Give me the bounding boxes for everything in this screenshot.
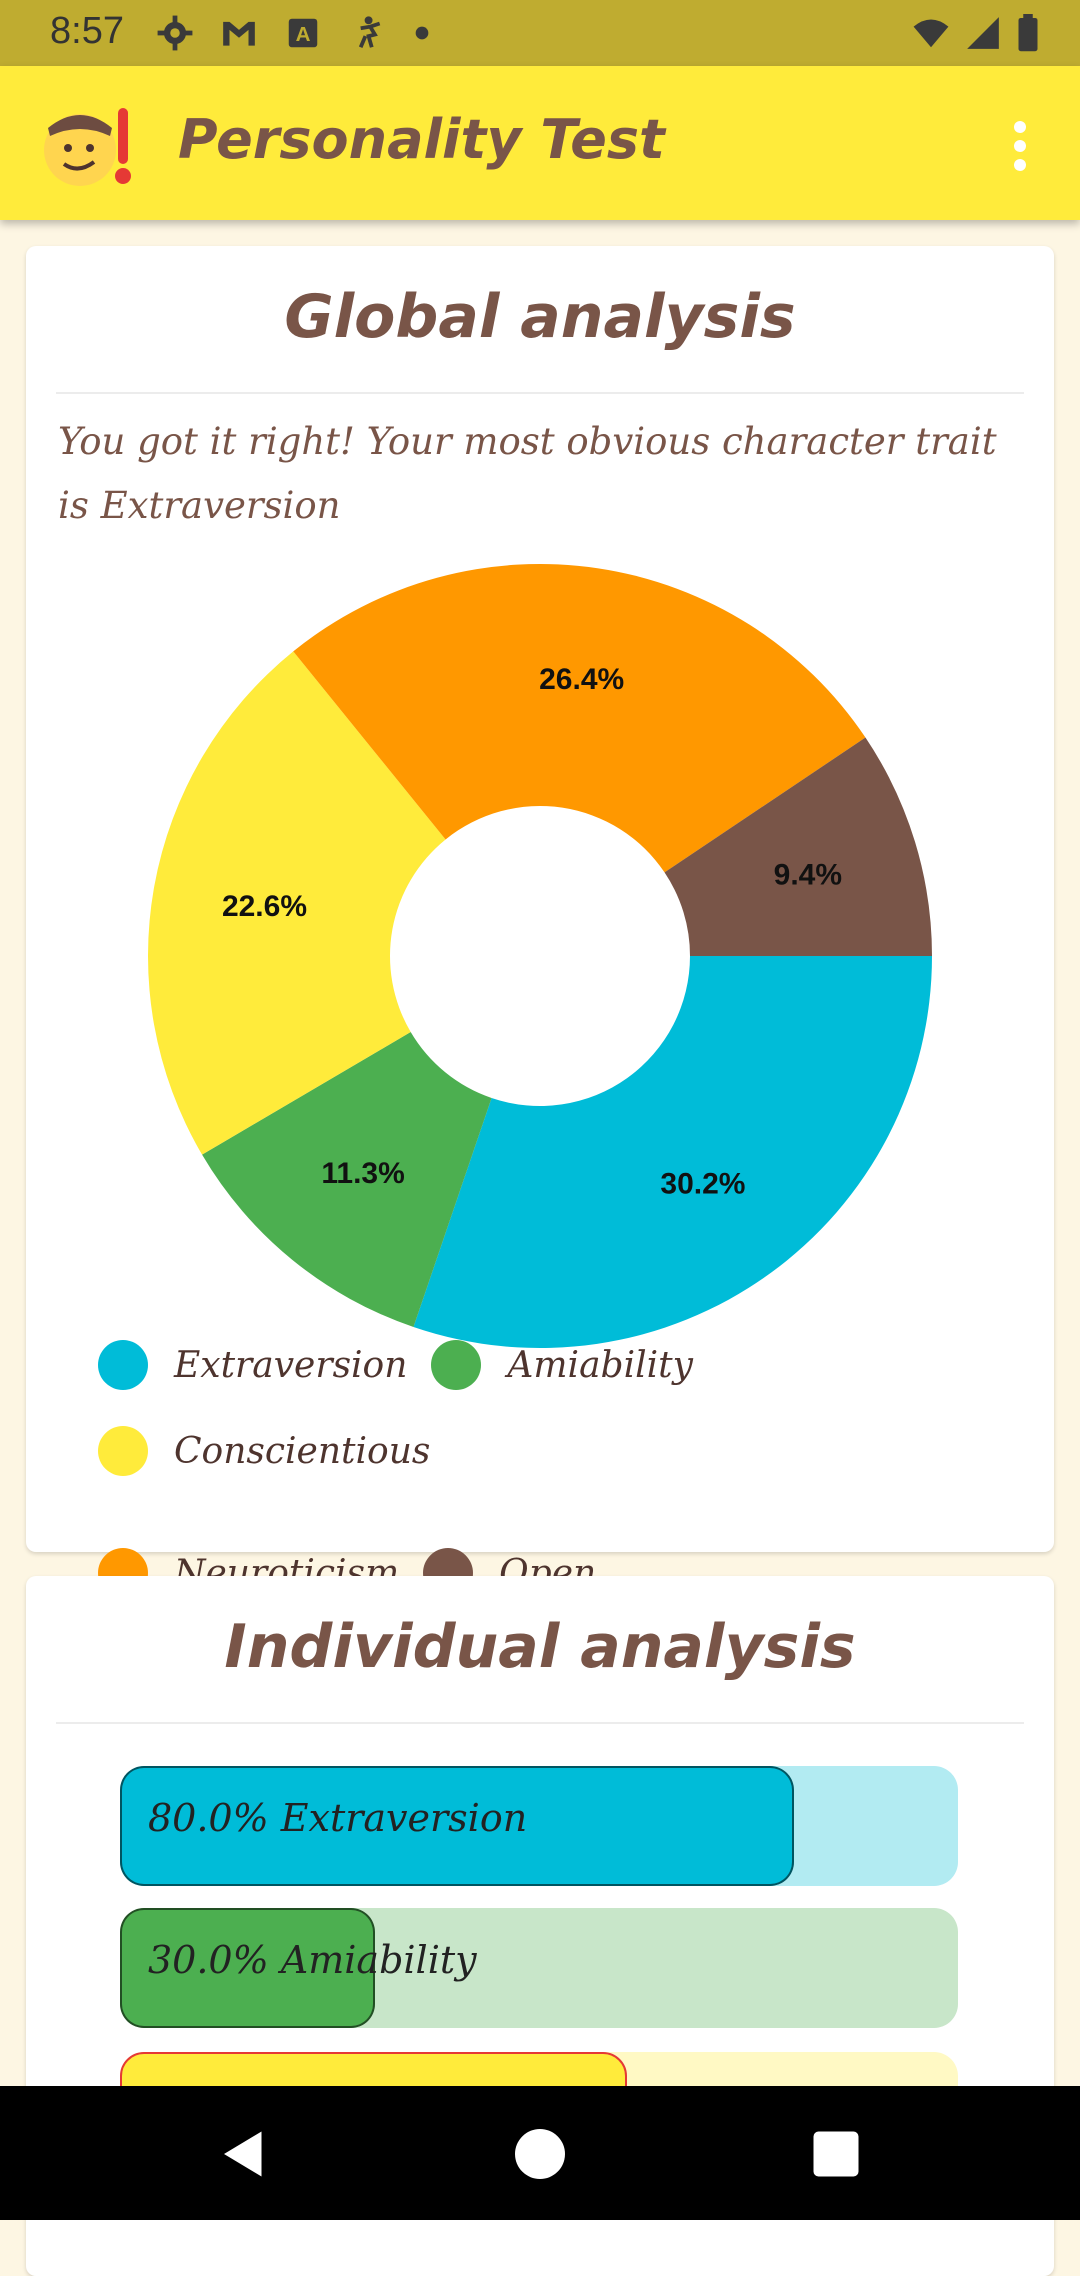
- legend-item-amiability: Amiability: [431, 1340, 693, 1390]
- status-time: 8:57: [50, 10, 124, 52]
- legend-item-extraversion: Extraversion: [98, 1340, 407, 1390]
- legend-item-conscientious: Conscientious: [98, 1426, 430, 1476]
- divider: [56, 392, 1024, 394]
- slice-neuroticism: [293, 564, 866, 873]
- battery-icon: [1018, 14, 1038, 52]
- trait-bar-track: 80.0% Extraversion: [120, 1766, 958, 1886]
- more-vert-dot: [1014, 140, 1026, 152]
- individual-analysis-title: Individual analysis: [224, 1612, 856, 1682]
- trait-bar-label: 30.0% Amiability: [148, 1938, 477, 1982]
- more-vert-icon: [1014, 121, 1026, 133]
- legend-swatch: [431, 1340, 482, 1390]
- slice-label-amiability: 11.3%: [321, 1157, 404, 1190]
- navigation-bar: [0, 2086, 1080, 2220]
- slice-label-extraversion: 30.2%: [660, 1168, 745, 1201]
- slice-label-conscientious: 22.6%: [222, 890, 307, 923]
- chart-legend: Extraversion Amiability Conscientious Neuro…: [98, 1340, 1038, 1598]
- app-bar: Personality Test: [0, 66, 1080, 220]
- home-icon[interactable]: [510, 2124, 570, 2184]
- legend-label: Extraversion: [174, 1344, 408, 1386]
- dot-icon: [415, 26, 429, 40]
- status-bar: 8:57 A: [0, 0, 1080, 66]
- svg-text:A: A: [296, 23, 311, 46]
- recents-icon[interactable]: [806, 2124, 866, 2184]
- trait-bar-fill: [120, 1908, 376, 2028]
- slice-extraversion: [413, 956, 933, 1348]
- legend-swatch: [98, 1426, 148, 1476]
- more-vert-dot: [1014, 159, 1026, 171]
- app-title: Personality Test: [178, 108, 665, 171]
- app-logo-icon: [44, 108, 131, 186]
- gear-icon: [157, 15, 193, 51]
- trait-bar-label: 80.0% Extraversion: [148, 1796, 528, 1840]
- trait-bar-fill: [120, 1766, 795, 1886]
- legend-label: Amiability: [507, 1344, 693, 1386]
- font-icon: A: [288, 18, 318, 48]
- slice-conscientious: [147, 651, 446, 1155]
- signal-icon: [967, 17, 999, 49]
- donut-chart: 30.2% 11.3% 22.6% 26.4% 9.4%: [147, 564, 933, 1348]
- overflow-menu-button[interactable]: [1000, 116, 1040, 176]
- global-analysis-card: Global analysis You got it right! Your m…: [26, 246, 1054, 1598]
- back-icon[interactable]: [214, 2124, 274, 2184]
- global-analysis-title: Global analysis: [284, 282, 796, 352]
- notification-icons: A: [156, 14, 432, 52]
- slice-open: [664, 737, 932, 956]
- system-icons: [912, 14, 1040, 52]
- slice-label-open: 9.4%: [774, 858, 842, 891]
- legend-label: Conscientious: [174, 1430, 431, 1472]
- legend-swatch: [98, 1340, 148, 1390]
- person-icon: [358, 16, 381, 48]
- gmail-icon: [223, 21, 255, 46]
- slice-amiability: [202, 1032, 492, 1328]
- wifi-icon: [913, 19, 949, 48]
- trait-bar-track: 30.0% Amiability: [120, 1908, 958, 2028]
- analysis-summary: You got it right! Your most obvious char…: [58, 420, 997, 527]
- slice-label-neuroticism: 26.4%: [539, 663, 624, 696]
- divider: [56, 1722, 1024, 1724]
